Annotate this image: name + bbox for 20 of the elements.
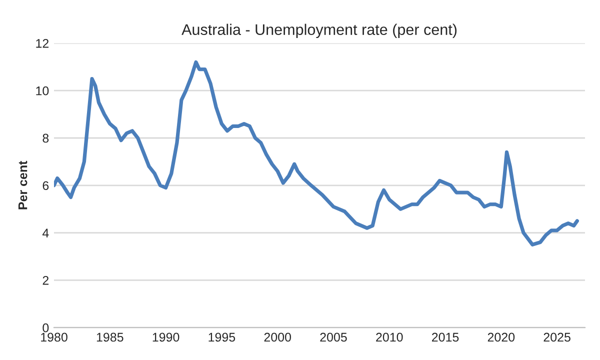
chart-title: Australia - Unemployment rate (per cent) [182,24,457,38]
y-tick-label: 4 [42,228,49,238]
y-tick-label: 0 [42,323,49,332]
x-tick-label: 1995 [208,332,236,342]
y-tick-label: 2 [42,276,49,285]
x-tick-label: 2010 [376,332,403,342]
x-tick-label: 2005 [320,332,347,342]
x-tick-label: 1990 [152,332,180,342]
y-tick-label: 8 [42,134,49,143]
y-tick-label: 12 [36,39,49,48]
y-axis-title: Per cent [18,160,28,210]
x-tick-label: 2000 [264,332,291,342]
x-tick-label: 2015 [432,332,459,342]
line-series [54,60,579,246]
y-tick-label: 10 [36,86,49,96]
y-tick-label: 6 [42,181,49,190]
x-tick-label: 2025 [544,332,570,342]
x-tick-label: 1980 [41,332,68,342]
x-tick-label: 1985 [96,332,124,342]
x-tick-label: 2020 [488,332,515,342]
